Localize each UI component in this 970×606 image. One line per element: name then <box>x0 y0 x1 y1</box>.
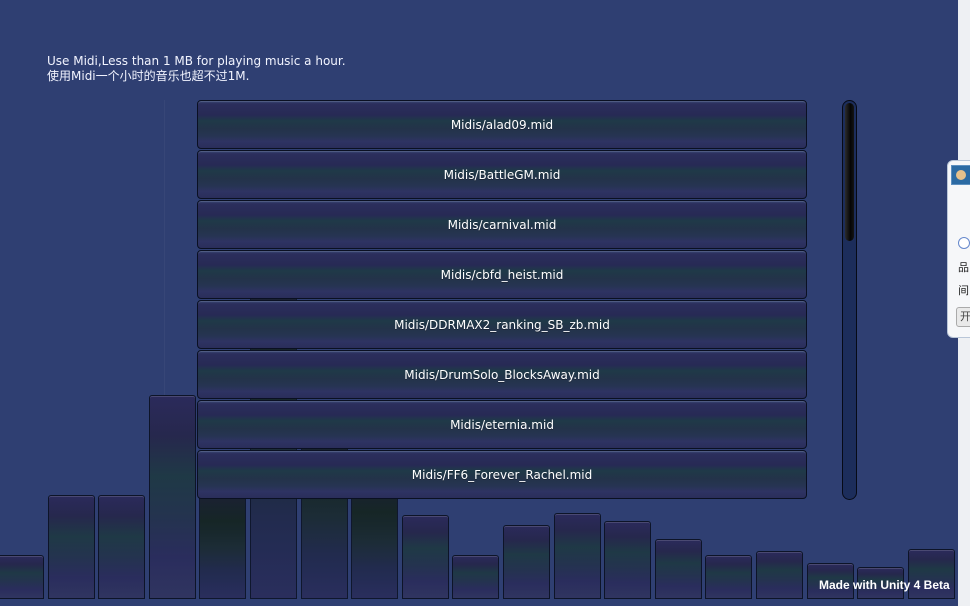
popup-label: 间 <box>958 284 969 297</box>
visualizer-bar <box>0 555 44 599</box>
visualizer-bar <box>402 515 449 599</box>
song-label: Midis/BattleGM.mid <box>443 167 561 182</box>
divider-line <box>164 100 165 500</box>
visualizer-bar <box>149 395 196 599</box>
visualizer-bar <box>756 551 803 599</box>
song-label: Midis/eternia.mid <box>450 417 554 432</box>
song-label: Midis/DDRMAX2_ranking_SB_zb.mid <box>394 317 610 332</box>
visualizer-bar <box>199 495 246 599</box>
visualizer-bar <box>351 483 398 599</box>
song-list-scrollbar[interactable] <box>842 100 857 500</box>
side-popup-panel: 品 间 开 <box>947 160 970 338</box>
song-label: Midis/alad09.mid <box>450 117 554 132</box>
popup-label: 品 <box>958 261 969 274</box>
visualizer-bar <box>655 539 702 599</box>
popup-button[interactable]: 开 <box>956 307 970 327</box>
visualizer-bar <box>908 549 955 599</box>
visualizer-bar <box>503 525 550 599</box>
visualizer-bar <box>604 521 651 599</box>
scrollbar-thumb[interactable] <box>845 103 854 241</box>
visualizer-bar <box>807 563 854 599</box>
info-text-chinese: 使用Midi一个小时的音乐也超不过1M. <box>47 69 250 83</box>
song-button[interactable]: Midis/DDRMAX2_ranking_SB_zb.mid <box>197 300 807 349</box>
song-button[interactable]: Midis/BattleGM.mid <box>197 150 807 199</box>
visualizer-bar <box>48 495 95 599</box>
song-label: Midis/cbfd_heist.mid <box>440 267 564 282</box>
song-button[interactable]: Midis/eternia.mid <box>197 400 807 449</box>
visualizer-bar <box>705 555 752 599</box>
visualizer-bar <box>857 567 904 599</box>
visualizer-bar <box>452 555 499 599</box>
song-button[interactable]: Midis/carnival.mid <box>197 200 807 249</box>
song-label: Midis/carnival.mid <box>447 217 557 232</box>
song-label: Midis/FF6_Forever_Rachel.mid <box>411 467 593 482</box>
avatar-icon[interactable] <box>951 165 970 185</box>
song-button[interactable]: Midis/FF6_Forever_Rachel.mid <box>197 450 807 499</box>
visualizer-bar <box>98 495 145 599</box>
song-button[interactable]: Midis/alad09.mid <box>197 100 807 149</box>
info-text-english: Use Midi,Less than 1 MB for playing musi… <box>47 54 346 68</box>
song-label: Midis/DrumSolo_BlocksAway.mid <box>404 367 600 382</box>
radio-button[interactable] <box>958 237 970 249</box>
unity-badge: Made with Unity 4 Beta <box>819 578 950 592</box>
song-button[interactable]: Midis/cbfd_heist.mid <box>197 250 807 299</box>
song-list: Midis/alad09.mid Midis/BattleGM.mid Midi… <box>197 100 807 500</box>
song-button[interactable]: Midis/DrumSolo_BlocksAway.mid <box>197 350 807 399</box>
visualizer-bar <box>554 513 601 599</box>
